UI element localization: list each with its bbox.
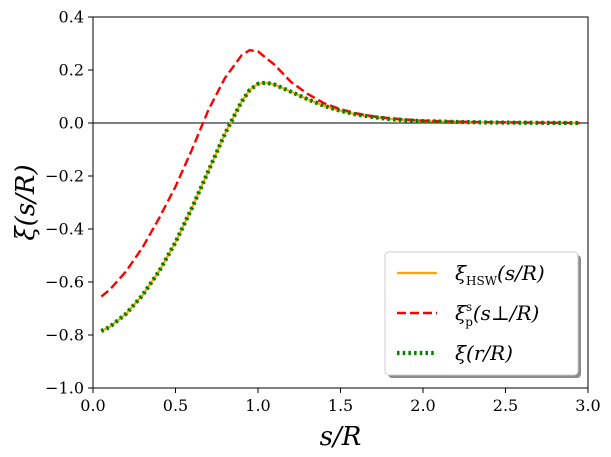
legend: ξHSW(s/R)ξs p(s⊥/R)ξ(r/R) bbox=[384, 251, 581, 378]
x-axis-title: s/R bbox=[320, 422, 362, 452]
x-tick-label: 3.0 bbox=[575, 396, 600, 415]
x-axis-ticks: 0.0 0.5 1.0 1.5 2.0 2.5 3.0 bbox=[80, 388, 601, 415]
legend-label-argument: (s⊥/R) bbox=[473, 301, 539, 325]
series-line-xi-p-s bbox=[100, 48, 580, 298]
legend-box bbox=[384, 251, 579, 376]
y-tick-label: −0.6 bbox=[45, 273, 84, 292]
legend-label-argument: (r/R) bbox=[466, 341, 513, 365]
y-tick-label: −0.4 bbox=[45, 220, 84, 239]
legend-label-subscript: HSW bbox=[466, 274, 498, 288]
y-axis-ticks: 0.4 0.2 0.0 −0.2 −0.4 −0.6 −0.8 −1.0 bbox=[45, 8, 93, 398]
legend-label-subscript: p bbox=[465, 315, 473, 329]
legend-label-xi-r: ξ(r/R) bbox=[455, 341, 513, 365]
y-tick-label: −0.2 bbox=[45, 167, 84, 186]
legend-label-superscript: s bbox=[466, 300, 472, 314]
x-tick-label: 0.0 bbox=[80, 396, 105, 415]
legend-label-xi-p-s: ξs p(s⊥/R) bbox=[455, 300, 539, 329]
legend-label-xi-hsw: ξHSW(s/R) bbox=[455, 261, 545, 288]
legend-label-main: ξ bbox=[455, 261, 467, 285]
y-tick-label: 0.2 bbox=[59, 61, 84, 80]
x-tick-label: 1.0 bbox=[245, 396, 270, 415]
legend-label-main: ξ bbox=[455, 341, 467, 365]
x-tick-label: 0.5 bbox=[163, 396, 188, 415]
legend-label-main: ξ bbox=[455, 301, 467, 325]
x-tick-label: 2.0 bbox=[410, 396, 435, 415]
y-tick-label: −1.0 bbox=[45, 379, 84, 398]
x-tick-label: 2.5 bbox=[493, 396, 518, 415]
x-tick-label: 1.5 bbox=[328, 396, 353, 415]
y-axis-title: ξ(s/R) bbox=[11, 164, 41, 240]
y-tick-label: 0.0 bbox=[59, 114, 84, 133]
y-tick-label: 0.4 bbox=[59, 8, 84, 27]
series-line-xi-r bbox=[100, 80, 580, 333]
legend-label-argument: (s/R) bbox=[497, 261, 545, 285]
y-tick-label: −0.8 bbox=[45, 326, 84, 345]
